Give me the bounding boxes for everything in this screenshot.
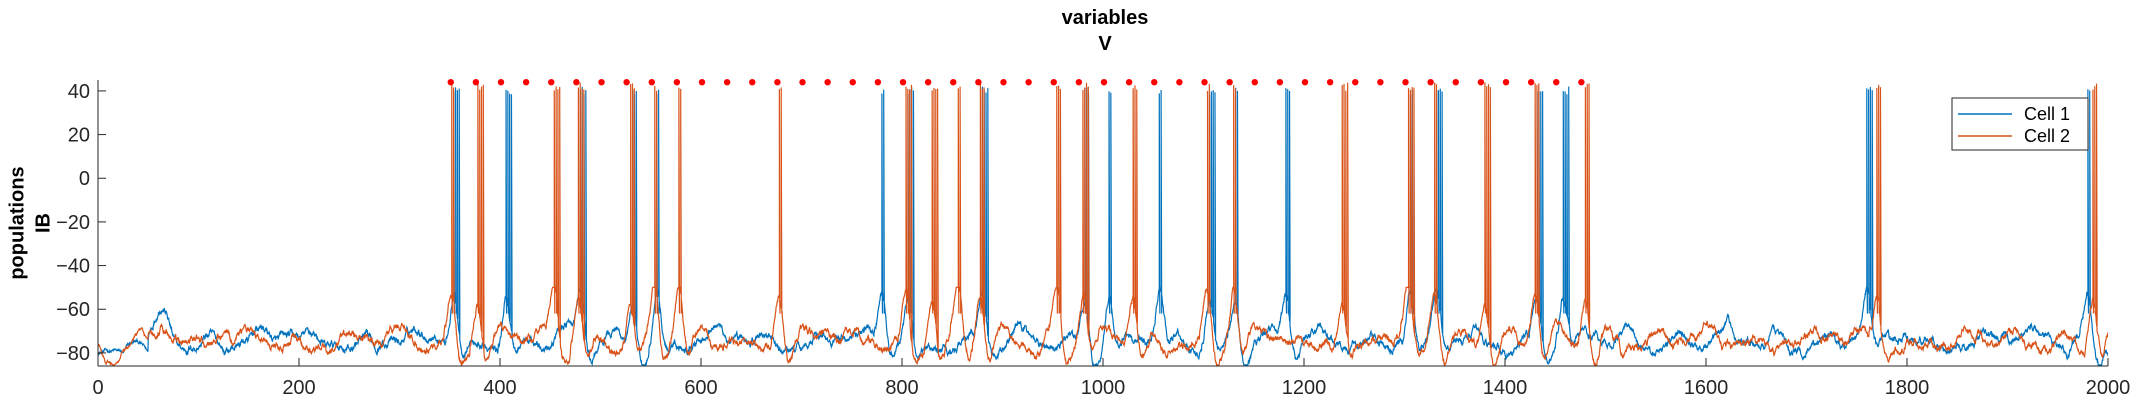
spike-marker xyxy=(950,78,957,86)
spike-marker xyxy=(1176,78,1183,86)
spike-marker xyxy=(497,78,505,86)
spike-marker xyxy=(1050,78,1057,86)
series-line-cell-1 xyxy=(98,86,2108,366)
spike-marker xyxy=(1527,78,1535,86)
x-tick-label: 1400 xyxy=(1483,377,1528,399)
y-tick-label: 40 xyxy=(68,81,90,103)
spike-marker xyxy=(1402,78,1409,86)
y-tick-label: 20 xyxy=(68,125,90,147)
spike-marker xyxy=(522,78,530,86)
spike-marker xyxy=(1301,78,1309,86)
x-tick-label: 1800 xyxy=(1885,377,1930,399)
spike-marker xyxy=(849,78,856,86)
legend-box xyxy=(1951,97,2089,151)
spike-marker xyxy=(874,78,882,86)
spike-marker xyxy=(623,78,630,86)
spike-marker xyxy=(1452,78,1459,86)
spike-marker xyxy=(774,78,781,86)
spike-marker xyxy=(1000,78,1007,86)
spike-marker xyxy=(1100,78,1108,86)
x-tick-label: 400 xyxy=(483,377,516,399)
spike-marker xyxy=(1151,78,1158,86)
x-tick-label: 1600 xyxy=(1684,377,1729,399)
spike-marker xyxy=(799,78,806,86)
spike-marker xyxy=(1251,78,1258,86)
spike-marker xyxy=(899,78,907,86)
spike-marker xyxy=(447,78,454,86)
trace-group xyxy=(98,82,2108,366)
y-tick-label: −80 xyxy=(56,343,90,365)
spike-marker xyxy=(1477,78,1485,86)
y-axis-label-line: IB xyxy=(32,213,54,233)
spike-marker xyxy=(1352,78,1359,86)
spike-marker xyxy=(1075,78,1083,86)
y-tick-label: −20 xyxy=(56,212,90,234)
spike-marker xyxy=(1226,78,1233,86)
spike-marker xyxy=(698,78,706,86)
spike-marker xyxy=(975,78,982,86)
legend-label: Cell 1 xyxy=(2024,104,2070,124)
spike-marker xyxy=(1025,78,1032,86)
spike-marker xyxy=(573,78,580,86)
y-tick-label: −60 xyxy=(56,299,90,321)
spike-marker xyxy=(598,78,605,86)
spike-marker xyxy=(472,78,480,86)
spike-marker xyxy=(749,78,756,86)
x-tick-label: 200 xyxy=(282,377,315,399)
x-tick-label: 0 xyxy=(92,377,103,399)
spike-marker xyxy=(1125,78,1133,86)
legend-label: Cell 2 xyxy=(2024,126,2070,146)
spike-marker xyxy=(1201,78,1208,86)
y-tick-label: −40 xyxy=(56,256,90,278)
spike-marker xyxy=(548,78,555,86)
chart-title-line: variables xyxy=(1062,7,1149,29)
spike-marker xyxy=(648,78,655,86)
spike-marker xyxy=(673,78,681,86)
spike-marker xyxy=(1427,78,1434,86)
spike-marker xyxy=(1377,78,1384,86)
x-tick-label: 1000 xyxy=(1081,377,1126,399)
spike-marker xyxy=(1553,78,1560,86)
chart-title-line: V xyxy=(1098,33,1112,55)
x-tick-label: 1200 xyxy=(1282,377,1327,399)
series-line-cell-2 xyxy=(98,82,2108,366)
x-tick-label: 2000 xyxy=(2086,377,2131,399)
spike-marker xyxy=(1276,78,1284,86)
x-tick-label: 800 xyxy=(885,377,918,399)
spike-marker xyxy=(924,78,932,86)
spike-marker xyxy=(1326,78,1334,86)
spike-marker xyxy=(824,78,831,86)
spike-marker xyxy=(723,78,731,86)
y-axis-label-line: populations xyxy=(6,166,28,279)
x-tick-label: 600 xyxy=(684,377,717,399)
spike-marker xyxy=(1578,78,1585,86)
y-tick-label: 0 xyxy=(79,168,90,190)
spike-marker xyxy=(1502,78,1510,86)
